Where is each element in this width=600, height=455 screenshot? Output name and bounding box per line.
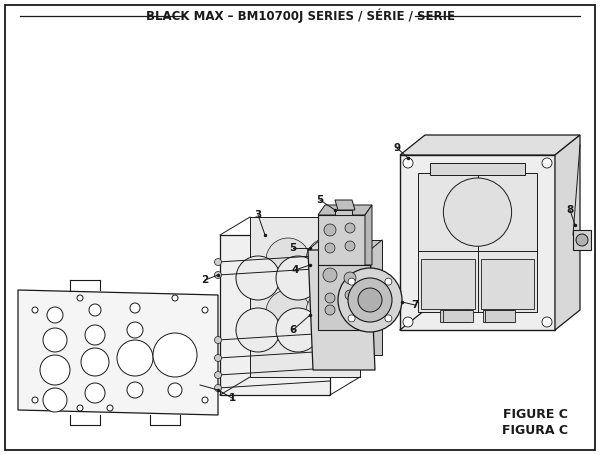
Polygon shape [555,135,580,330]
Text: 3: 3 [254,210,262,220]
Polygon shape [335,210,352,215]
Circle shape [348,278,392,322]
Circle shape [202,397,208,403]
Circle shape [542,158,552,168]
Circle shape [215,384,221,391]
Text: 5: 5 [316,195,323,205]
Polygon shape [250,217,360,377]
Circle shape [266,290,310,334]
Text: 6: 6 [289,325,296,335]
Polygon shape [318,215,365,265]
Circle shape [385,278,392,285]
Circle shape [314,320,330,336]
Text: 9: 9 [394,143,401,153]
Circle shape [202,307,208,313]
Circle shape [542,317,552,327]
Circle shape [40,355,70,385]
Circle shape [325,305,335,315]
Text: 2: 2 [202,275,209,285]
Text: 8: 8 [566,205,574,215]
Circle shape [266,238,310,282]
Circle shape [443,178,512,246]
Polygon shape [320,240,382,355]
Circle shape [276,308,320,352]
Circle shape [130,303,140,313]
Circle shape [89,304,101,316]
Polygon shape [400,135,580,155]
Circle shape [172,295,178,301]
Polygon shape [481,259,534,309]
Circle shape [403,158,413,168]
Text: 7: 7 [412,300,419,310]
Circle shape [338,268,402,332]
Circle shape [153,333,197,377]
Text: FIGURE C: FIGURE C [503,409,568,421]
Circle shape [324,224,336,236]
Circle shape [358,288,382,312]
Circle shape [127,322,143,338]
Polygon shape [443,310,473,322]
Polygon shape [485,310,515,322]
Polygon shape [308,250,375,370]
Text: 4: 4 [292,265,299,275]
Circle shape [348,278,355,285]
Circle shape [32,397,38,403]
Text: BLACK MAX – BM10700J SERIES / SÉRIE / SERIE: BLACK MAX – BM10700J SERIES / SÉRIE / SE… [146,9,455,23]
Circle shape [215,272,221,278]
Circle shape [215,258,221,266]
Circle shape [85,383,105,403]
Circle shape [77,295,83,301]
Circle shape [215,337,221,344]
Text: FIGURA C: FIGURA C [502,424,568,436]
Circle shape [127,382,143,398]
Polygon shape [430,163,525,175]
Polygon shape [573,230,591,250]
Circle shape [168,383,182,397]
Polygon shape [400,155,555,330]
Circle shape [323,268,337,282]
Polygon shape [418,173,537,312]
Circle shape [215,354,221,362]
Polygon shape [220,235,330,395]
Circle shape [117,340,153,376]
Circle shape [348,315,355,322]
Polygon shape [421,259,475,309]
Circle shape [345,241,355,251]
Polygon shape [365,205,372,265]
Polygon shape [318,205,372,215]
Circle shape [385,315,392,322]
Text: 1: 1 [229,393,236,403]
Circle shape [47,307,63,323]
Circle shape [43,328,67,352]
Circle shape [32,307,38,313]
Text: 5: 5 [289,243,296,253]
Circle shape [77,405,83,411]
Circle shape [403,317,413,327]
Circle shape [43,388,67,412]
Circle shape [345,290,355,300]
Circle shape [344,272,356,284]
Circle shape [306,238,350,282]
Circle shape [576,234,588,246]
Polygon shape [318,265,370,330]
Circle shape [81,348,109,376]
Circle shape [107,405,113,411]
Polygon shape [482,310,512,322]
Polygon shape [335,200,355,210]
Polygon shape [440,310,470,322]
Circle shape [325,243,335,253]
Circle shape [236,308,280,352]
Circle shape [215,371,221,379]
Circle shape [306,290,350,334]
Circle shape [345,223,355,233]
Circle shape [276,256,320,300]
Circle shape [325,293,335,303]
Circle shape [85,325,105,345]
Circle shape [236,256,280,300]
Polygon shape [18,290,218,415]
